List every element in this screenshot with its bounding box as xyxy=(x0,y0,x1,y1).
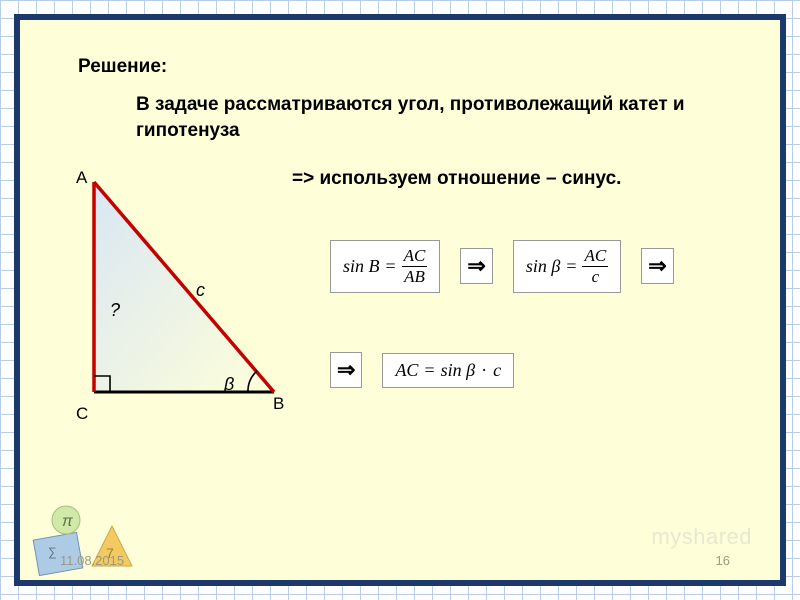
svg-text:π: π xyxy=(62,513,73,530)
hypotenuse-label: c xyxy=(196,280,205,301)
equation-sinB: sin B = AC AB xyxy=(330,240,440,293)
vertex-b-label: B xyxy=(273,394,284,414)
angle-beta-label: β xyxy=(224,374,234,395)
footer-page-number: 16 xyxy=(716,553,730,568)
slide-body: Решение: В задаче рассматриваются угол, … xyxy=(20,20,780,580)
footer-date: 11.08.2015 xyxy=(60,553,124,568)
slide-frame: Решение: В задаче рассматриваются угол, … xyxy=(14,14,786,586)
arrow-3: ⇒ xyxy=(330,352,362,388)
vertex-a-label: A xyxy=(76,168,87,188)
title: Решение: xyxy=(78,56,167,78)
paragraph-1: В задаче рассматриваются угол, противоле… xyxy=(136,92,696,143)
equation-row-2: ⇒ AC = sin β · c xyxy=(330,352,514,388)
arrow-1: ⇒ xyxy=(460,248,492,284)
vertex-c-label: C xyxy=(76,404,88,424)
triangle-figure: A B C ? c β xyxy=(78,170,298,430)
equation-result: AC = sin β · c xyxy=(382,353,514,388)
watermark: myshared xyxy=(651,524,752,550)
equation-sinBeta: sin β = AC c xyxy=(513,240,621,293)
unknown-side-label: ? xyxy=(110,300,120,321)
equation-row-1: sin B = AC AB ⇒ sin β = AC c xyxy=(330,240,674,293)
arrow-2: ⇒ xyxy=(641,248,673,284)
paragraph-2: => используем отношение – синус. xyxy=(292,168,621,190)
svg-text:∑: ∑ xyxy=(48,545,57,559)
